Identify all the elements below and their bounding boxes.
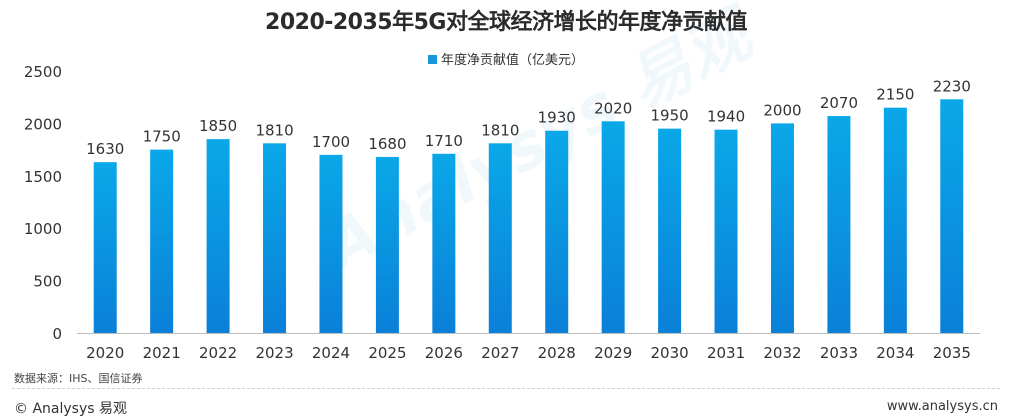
x-tick-label-2027: 2027 [481,344,519,362]
data-label-2023: 1810 [255,121,293,139]
y-tick-label: 2000 [24,115,62,133]
bar-2022 [206,139,230,333]
copyright: © Analysys 易观 [14,401,127,417]
y-axis: 0 500 1000 1500 2000 2500 [24,63,62,343]
x-tick-label-2026: 2026 [425,344,463,362]
data-label-2033: 2070 [820,94,858,112]
data-label-2034: 2150 [876,86,914,104]
x-tick-label-2023: 2023 [255,344,293,362]
y-tick-label: 1500 [24,168,62,186]
x-tick-label-2033: 2033 [820,344,858,362]
y-tick-label: 0 [52,325,62,343]
y-tick-label: 2500 [24,63,62,81]
bar-2020 [93,162,117,333]
x-tick-label-2021: 2021 [143,344,181,362]
data-label-2021: 1750 [143,128,181,146]
bar-2024 [319,154,343,333]
x-axis: 2020 2021 2022 2023 2024 2025 2026 2027 2028 2029… [86,344,971,362]
bar-2034 [883,107,907,334]
y-tick-label: 1000 [24,220,62,238]
x-tick-label-2034: 2034 [876,344,914,362]
data-label-2025: 1680 [368,135,406,153]
data-label-2031: 1940 [707,108,745,126]
data-label-2035: 2230 [933,77,971,95]
data-label-2032: 2000 [763,101,801,119]
footer-divider [12,388,1000,389]
data-label-2028: 1930 [538,109,576,127]
bar-2026 [432,153,456,333]
legend-label: 年度净贡献值（亿美元） [440,53,584,68]
bar-2029 [601,121,625,333]
data-label-2027: 1810 [481,121,519,139]
x-tick-label-2031: 2031 [707,344,745,362]
bars [93,99,964,334]
bar-2021 [150,149,174,333]
x-tick-label-2035: 2035 [933,344,971,362]
chart-title: 2020-2035年5G对全球经济增长的年度净贡献值 [265,10,747,35]
data-label-2022: 1850 [199,117,237,135]
bar-2032 [770,123,794,334]
bar-2031 [714,129,738,333]
x-tick-label-2029: 2029 [594,344,632,362]
bar-2027 [488,143,512,333]
data-label-2020: 1630 [86,140,124,158]
y-tick-label: 500 [33,273,62,291]
x-tick-label-2030: 2030 [651,344,689,362]
x-tick-label-2025: 2025 [368,344,406,362]
data-label-2029: 2020 [594,99,632,117]
x-tick-label-2024: 2024 [312,344,350,362]
bar-2023 [263,143,287,333]
bar-2025 [375,156,399,333]
data-label-2024: 1700 [312,133,350,151]
data-label-2026: 1710 [425,132,463,150]
data-label-2030: 1950 [651,107,689,125]
data-source: 数据来源：IHS、国信证券 [14,372,143,385]
x-tick-label-2028: 2028 [538,344,576,362]
bar-2033 [827,116,851,334]
website-link[interactable]: www.analysys.cn [886,399,998,414]
bar-2030 [658,128,682,333]
x-tick-label-2022: 2022 [199,344,237,362]
x-tick-label-2032: 2032 [763,344,801,362]
x-tick-label-2020: 2020 [86,344,124,362]
bar-2035 [940,99,964,334]
legend-swatch [427,55,437,64]
data-labels: 1630 1750 1850 1810 1700 1680 1710 1810 1930 2020… [86,77,971,158]
legend: 年度净贡献值（亿美元） [0,49,1012,68]
bar-2028 [545,130,569,333]
